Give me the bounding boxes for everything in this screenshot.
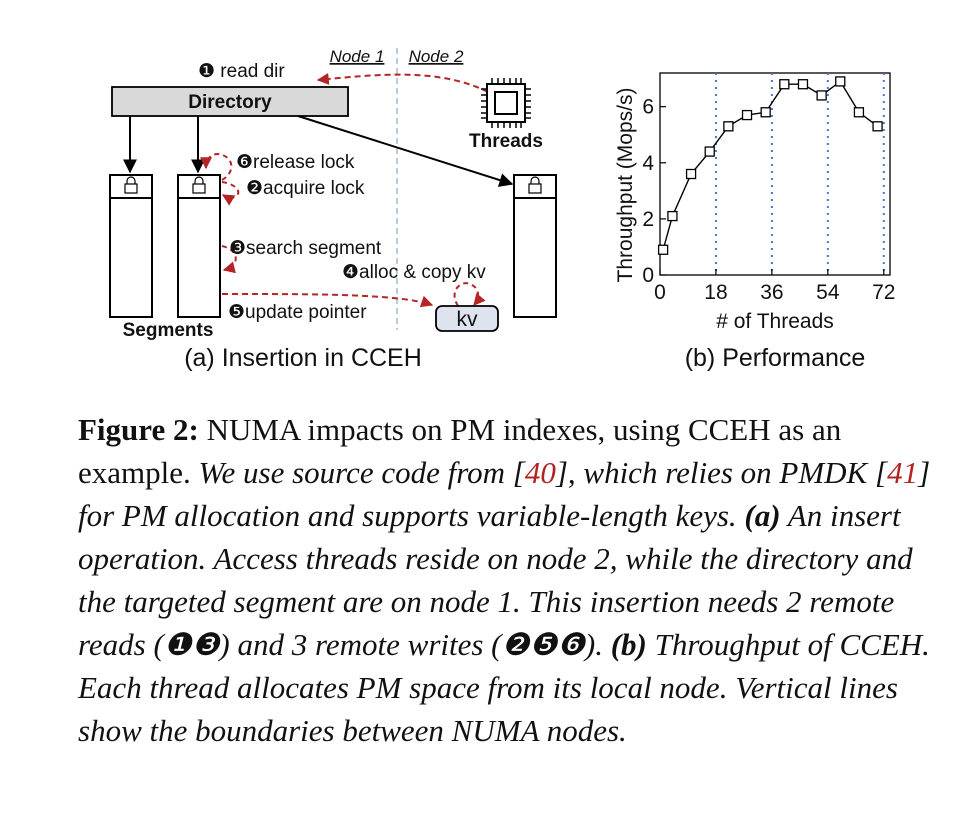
read-dir-arrow — [316, 72, 489, 93]
throughput-chart: 0 2 4 6 0 18 36 54 72 Throughput (Mops/s) # of … — [614, 72, 895, 372]
data-point — [704, 146, 715, 157]
data-point — [835, 76, 846, 87]
node1-label: Node 1 — [330, 47, 385, 66]
y-tick-label: 0 — [642, 264, 654, 287]
y-tick-label: 4 — [642, 152, 654, 175]
directory-box — [111, 86, 349, 117]
plot-frame — [659, 72, 891, 276]
data-point — [872, 121, 883, 132]
data-point — [760, 107, 771, 118]
subcaption-a: (a) Insertion in CCEH — [184, 344, 422, 372]
figure-label: Figure 2: — [78, 412, 199, 447]
caption-text: Throughput of CCEH. Each thread allocate… — [78, 627, 930, 748]
citation-link[interactable]: 41 — [887, 455, 919, 490]
lock-icon — [192, 176, 206, 194]
data-point — [657, 244, 669, 255]
data-point — [723, 121, 734, 132]
segment-3 — [513, 174, 557, 318]
x-tick-label: 36 — [760, 281, 783, 304]
kv-label: kv — [457, 308, 479, 331]
step2-label: ❷acquire lock — [246, 178, 365, 199]
x-tick-label: 54 — [816, 281, 840, 304]
segments-label: Segments — [123, 320, 214, 341]
x-tick-label: 72 — [872, 281, 895, 304]
directory-label: Directory — [188, 92, 272, 113]
data-point — [816, 90, 827, 101]
update-pointer-arrow — [221, 293, 434, 308]
step6-label: ❻release lock — [236, 152, 355, 173]
segment-1 — [109, 174, 153, 318]
acquire-lock-arrow — [221, 181, 240, 206]
cpu-chip-icon — [481, 78, 531, 128]
x-tick-label: 0 — [654, 281, 666, 304]
y-axis-label: Throughput (Mops/s) — [614, 88, 637, 283]
series-line — [662, 80, 878, 250]
step4-label: ❹alloc & copy kv — [342, 262, 486, 283]
figure-caption: Figure 2: NUMA impacts on PM indexes, us… — [78, 408, 938, 752]
caption-main: NUMA impacts on PM indexes, using CCEH a… — [78, 412, 842, 490]
insertion-diagram: Node 1 Node 2 ❶ read dir Directory Threa… — [109, 47, 557, 372]
kv-box — [435, 305, 499, 332]
data-point — [853, 107, 865, 118]
step5-label: ❺update pointer — [228, 302, 367, 323]
panel-b-label: (b) — [610, 627, 647, 662]
threads-label: Threads — [469, 131, 543, 152]
node2-label: Node 2 — [409, 47, 464, 66]
alloc-copy-arrow — [453, 282, 486, 307]
step1-label: ❶ read dir — [198, 61, 285, 82]
subcaption-b: (b) Performance — [685, 344, 866, 372]
x-axis-label: # of Threads — [716, 310, 834, 333]
caption-text: ] for PM allocation and supports variabl… — [78, 455, 931, 533]
data-point — [685, 168, 697, 180]
segment-2 — [177, 174, 221, 318]
caption-text: ], which relies on PMDK [ — [555, 455, 888, 490]
data-point — [797, 79, 809, 90]
lock-icon — [124, 176, 138, 194]
data-point — [779, 79, 790, 90]
caption-text: An insert operation. Access threads resi… — [78, 498, 913, 662]
caption-text: We use source code from [ — [198, 455, 525, 490]
data-point — [741, 109, 753, 121]
release-lock-arrow — [200, 152, 233, 181]
figure-2: Node 1 Node 2 ❶ read dir Directory Threa… — [109, 47, 895, 372]
data-point — [667, 210, 678, 222]
lock-icon — [528, 176, 542, 194]
y-tick-label: 6 — [642, 96, 654, 119]
x-tick-label: 18 — [704, 281, 727, 304]
panel-a-label: (a) — [744, 498, 781, 533]
y-tick-label: 2 — [642, 208, 654, 231]
citation-link[interactable]: 40 — [524, 455, 556, 490]
search-segment-arrow — [221, 245, 237, 274]
step3-label: ❸search segment — [229, 238, 382, 259]
dir-arrow-3 — [297, 115, 514, 187]
